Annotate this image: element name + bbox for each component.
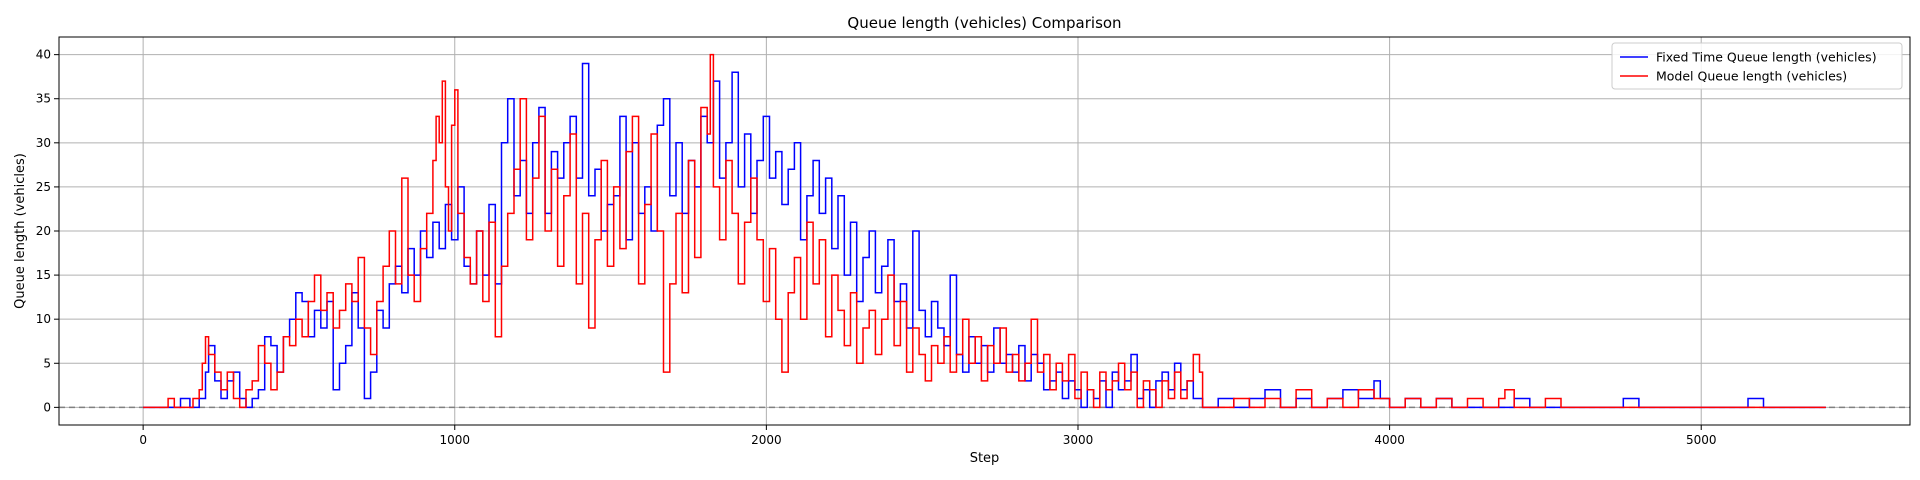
y-tick-label: 15 bbox=[36, 268, 51, 282]
series-line-fixed-time bbox=[143, 62, 1826, 409]
y-tick-label: 40 bbox=[36, 48, 51, 62]
y-axis-ticks: 0 5 10 15 20 25 30 35 40 bbox=[36, 48, 59, 414]
x-tick-label: 5000 bbox=[1686, 433, 1717, 447]
y-axis-label: Queue length (vehicles) bbox=[13, 153, 28, 309]
grid bbox=[59, 37, 1910, 425]
y-tick-label: 20 bbox=[36, 224, 51, 238]
x-axis-ticks: 0 1000 2000 3000 4000 5000 bbox=[139, 425, 1716, 447]
legend-box bbox=[1611, 42, 1903, 90]
y-tick-label: 30 bbox=[36, 136, 51, 150]
x-axis-label: Step bbox=[970, 451, 1000, 466]
y-tick-label: 5 bbox=[43, 356, 51, 370]
x-tick-label: 1000 bbox=[439, 433, 470, 447]
y-tick-label: 10 bbox=[36, 312, 51, 326]
legend-entry: Model Queue length (vehicles) bbox=[1656, 69, 1847, 84]
legend-entry: Fixed Time Queue length (vehicles) bbox=[1656, 50, 1877, 65]
legend: Fixed Time Queue length (vehicles) Model … bbox=[1611, 42, 1903, 90]
x-tick-label: 4000 bbox=[1374, 433, 1405, 447]
y-tick-label: 35 bbox=[36, 92, 51, 106]
x-tick-label: 3000 bbox=[1063, 433, 1094, 447]
series-group bbox=[143, 53, 1826, 409]
x-tick-label: 2000 bbox=[751, 433, 782, 447]
chart-title: Queue length (vehicles) Comparison bbox=[847, 14, 1121, 32]
y-tick-label: 0 bbox=[43, 400, 51, 414]
y-tick-label: 25 bbox=[36, 180, 51, 194]
x-tick-label: 0 bbox=[139, 433, 147, 447]
series-line-model bbox=[143, 53, 1826, 409]
